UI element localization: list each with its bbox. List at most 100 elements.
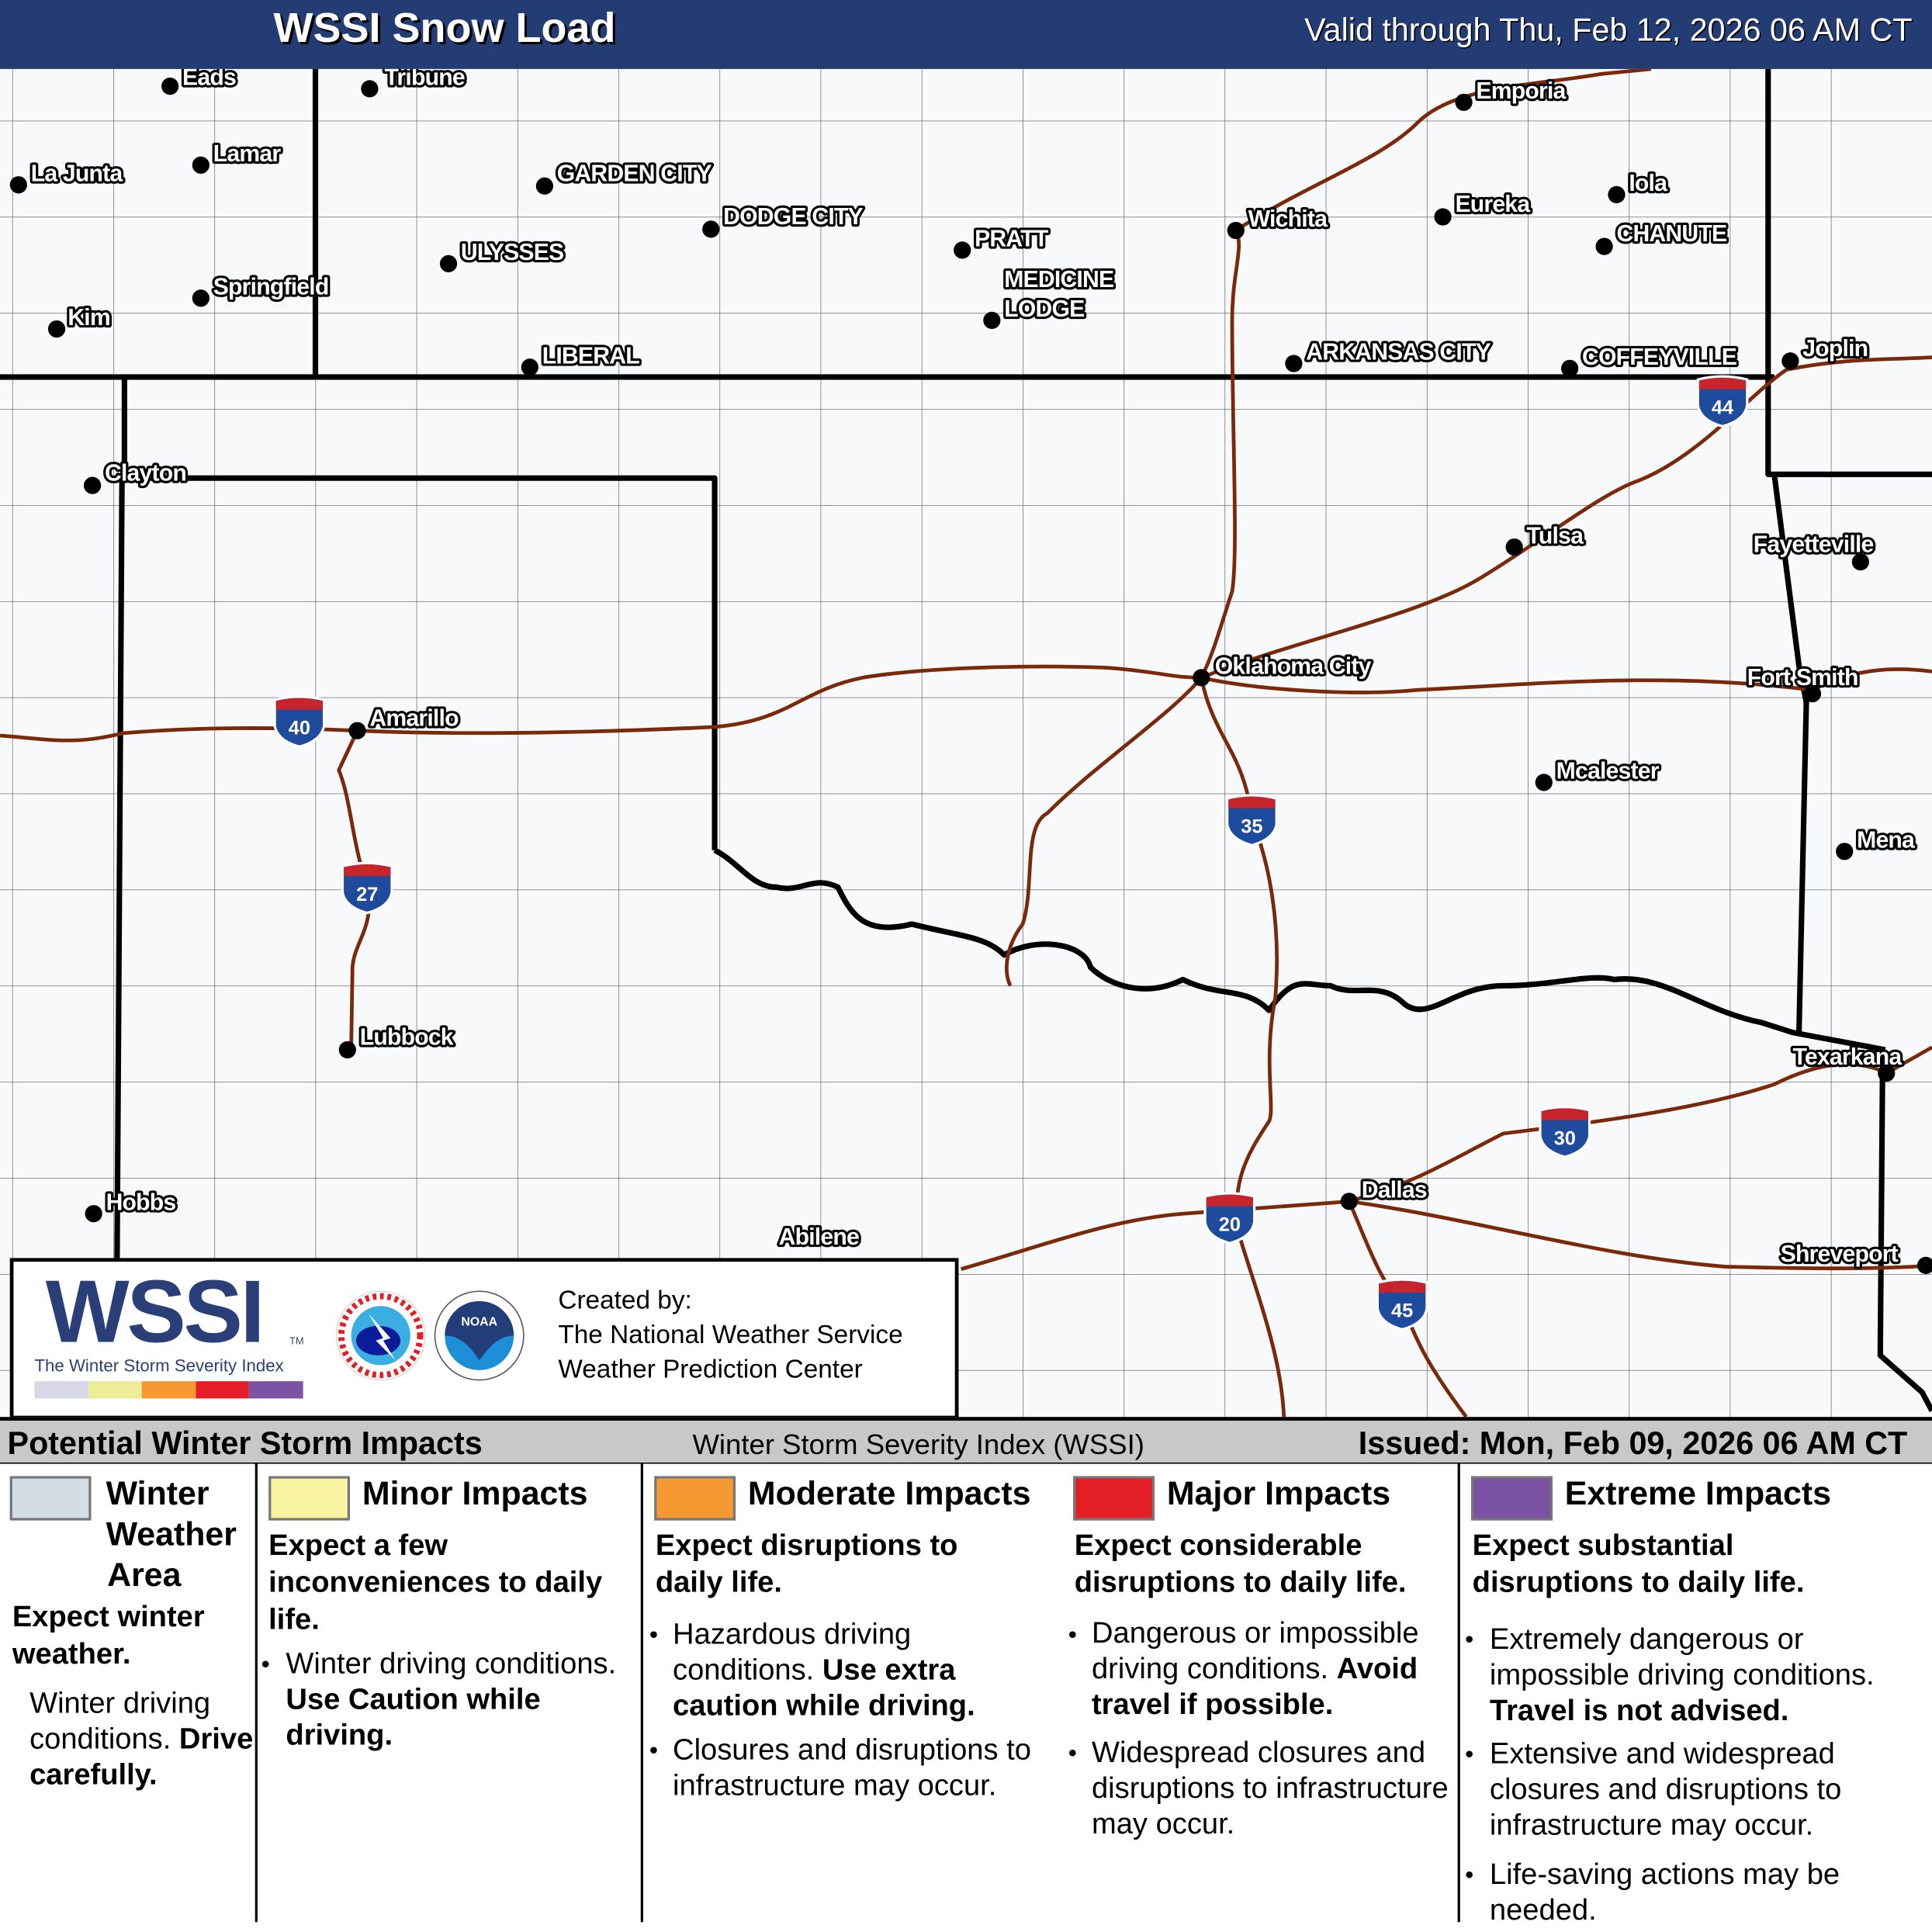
city-dot [1608,185,1626,204]
wssi-logo: WSSI [45,1262,265,1362]
legend-heading: Minor Impacts [362,1474,588,1512]
city-dot [702,220,720,238]
city-label: Mena [1857,828,1915,853]
city-label: Amarillo [369,705,459,731]
county-lines [0,68,1932,1418]
city-label: Springfield [213,275,329,300]
city-dot [983,311,1001,329]
interstate-number: 27 [356,884,378,905]
swatch-major [1073,1476,1155,1521]
interstate-shields: 40 27 35 44 30 20 45 [273,375,1749,1331]
legend-moderate: Moderate Impacts Expect disruptions to d… [645,1464,1060,1923]
swatch-extreme [1471,1476,1553,1521]
legend-expect: Expect a few inconveniences to daily lif… [268,1529,603,1636]
city-dot [1285,355,1303,372]
city-dot [535,177,554,195]
city-dot [439,254,458,272]
city-dot [521,358,538,376]
legend-expect: Expect disruptions to daily life. [655,1529,958,1600]
city-label: Tribune [384,69,464,91]
noaa-logo-icon: NOAA [434,1290,525,1381]
city-dot [192,156,209,174]
legend-heading: Major Impacts [1166,1474,1391,1512]
city-dot [1535,774,1553,791]
legend-header-bar: Potential Winter Storm Impacts Winter St… [0,1417,1932,1466]
city-label: Eureka [1455,192,1530,217]
city-label: Oklahoma City [1215,654,1372,680]
interstate-shield-icon: 40 [273,695,326,748]
city-label: GARDEN CITY [557,161,712,186]
city-label: Emporia [1476,78,1566,104]
city-dot [1803,684,1822,703]
legend-heading: Extreme Impacts [1564,1474,1831,1512]
city-label: ULYSSES [461,240,563,265]
city-label: Kim [68,305,110,331]
city-label: CHANUTE [1616,221,1726,247]
city-label: Lamar [213,141,282,167]
legend-expect: Expect considerable disruptions to daily… [1074,1529,1407,1600]
city-dot [83,476,102,494]
city-label: Hobbs [106,1189,176,1215]
interstate-number: 35 [1241,815,1262,837]
city-label: Clayton [105,460,186,486]
city-label: COFFEYVILLE [1582,345,1736,370]
city-label: Iola [1629,171,1667,196]
credit-line: The National Weather Service [558,1321,903,1349]
city-dot [1916,1256,1932,1274]
city-label: Abilene [779,1224,859,1250]
city-dot [1781,352,1799,370]
wssi-color-bar [34,1381,303,1399]
city-label: Joplin [1802,336,1868,362]
interstate-number: 44 [1712,397,1733,419]
city-dot [1193,669,1210,687]
city-label: ARKANSAS CITY [1306,340,1491,365]
city-dot [1561,359,1579,377]
city-dot [1340,1193,1358,1210]
city-label: Shreveport [1781,1241,1899,1267]
issued-time: Issued: Mon, Feb 09, 2026 06 AM CT [1358,1424,1908,1462]
city-label: DODGE CITY [723,204,863,230]
city-dot [1505,538,1523,556]
city-label: Eads [182,69,236,91]
divider [254,1463,258,1923]
legend-heading: Moderate Impacts [747,1474,1031,1512]
noaa-text: NOAA [461,1316,497,1329]
legend-bullet: Widespread closures and disruptions to i… [1091,1736,1449,1841]
city-dot [1595,237,1613,255]
city-label: La Junta [31,161,123,186]
header-bar: WSSI Snow Load Valid through Thu, Feb 12… [0,0,1932,69]
interstate-number: 30 [1554,1127,1576,1149]
state-borders [0,68,1932,1412]
legend-extreme: Extreme Impacts Expect substantial disru… [1461,1464,1929,1927]
city-label: Texarkana [1793,1044,1903,1070]
city-label: PRATT [975,227,1049,252]
city-dot [47,320,66,338]
trademark: TM [289,1335,304,1347]
interstate-number: 40 [289,717,310,739]
legend-bullet: Winter driving conditions. Drive careful… [29,1686,254,1792]
legend-major: Major Impacts Expect considerable disrup… [1063,1464,1457,1923]
legend-bullet: Dangerous or impossible driving conditio… [1091,1616,1419,1722]
city-label: Tulsa [1527,523,1584,549]
legend-subtitle: Winter Storm Severity Index (WSSI) [692,1428,1144,1460]
swatch-minor [268,1476,350,1521]
credit-line: Created by: [558,1286,692,1315]
nws-logo-icon [335,1290,426,1381]
map-title: WSSI Snow Load [273,5,616,52]
city-label: Dallas [1362,1178,1427,1203]
divider [1457,1463,1460,1923]
interstate-shield-icon: 27 [341,861,393,915]
interstate-shield-icon: 44 [1696,375,1749,428]
city-label: LODGE [1004,296,1084,322]
city-dot [161,78,179,95]
city-label: Lubbock [360,1025,454,1051]
valid-time: Valid through Thu, Feb 12, 2026 06 AM CT [1304,11,1913,48]
interstate-shield-icon: 20 [1203,1192,1256,1245]
logo-box: WSSI TM The Winter Storm Severity Index … [9,1258,959,1420]
city-dot [85,1205,102,1223]
interstate-shield-icon: 35 [1226,794,1278,847]
interstate-number: 45 [1391,1300,1413,1322]
legend-bullet: Life-saving actions may be needed. [1489,1858,1840,1927]
city-dot [1878,1065,1896,1082]
